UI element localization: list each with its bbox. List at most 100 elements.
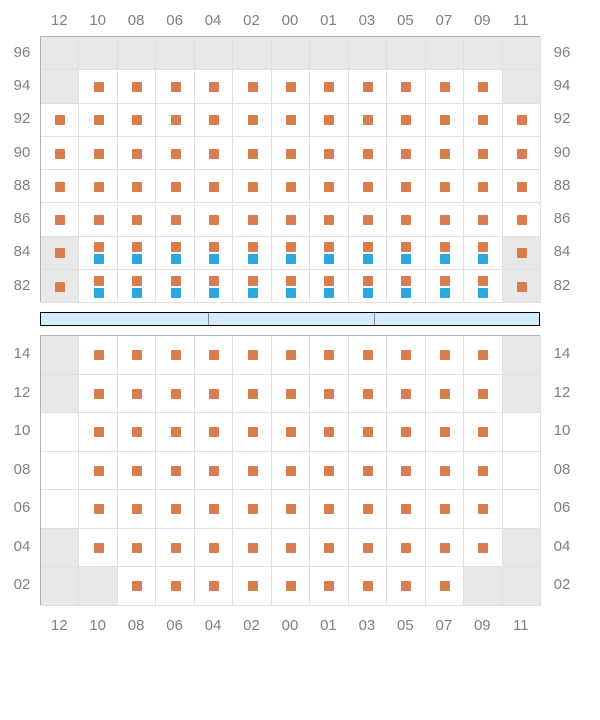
seat-marker[interactable] [324, 389, 334, 399]
seat-marker[interactable] [94, 182, 104, 192]
grid-cell[interactable] [503, 413, 541, 452]
seat-marker[interactable] [55, 248, 65, 258]
seat-marker[interactable] [440, 182, 450, 192]
seat-marker[interactable] [324, 427, 334, 437]
seat-marker[interactable] [94, 149, 104, 159]
seat-marker[interactable] [171, 504, 181, 514]
seat-marker[interactable] [171, 350, 181, 360]
seat-marker[interactable] [209, 215, 219, 225]
seat-marker[interactable] [440, 427, 450, 437]
seat-marker[interactable] [517, 282, 527, 292]
seat-marker[interactable] [248, 427, 258, 437]
seat-marker[interactable] [440, 466, 450, 476]
seat-marker[interactable] [478, 254, 488, 264]
seat-marker[interactable] [363, 115, 373, 125]
seat-marker[interactable] [478, 543, 488, 553]
seat-marker[interactable] [209, 389, 219, 399]
seat-marker[interactable] [248, 288, 258, 298]
seat-marker[interactable] [401, 115, 411, 125]
seat-marker[interactable] [363, 82, 373, 92]
seat-marker[interactable] [363, 215, 373, 225]
seat-marker[interactable] [363, 504, 373, 514]
seat-marker[interactable] [132, 350, 142, 360]
seat-marker[interactable] [171, 182, 181, 192]
seat-marker[interactable] [286, 389, 296, 399]
seat-marker[interactable] [478, 82, 488, 92]
seat-marker[interactable] [209, 149, 219, 159]
seat-marker[interactable] [209, 543, 219, 553]
seat-marker[interactable] [171, 115, 181, 125]
seat-marker[interactable] [324, 543, 334, 553]
seat-marker[interactable] [132, 288, 142, 298]
seat-marker[interactable] [286, 466, 296, 476]
seat-marker[interactable] [324, 254, 334, 264]
seat-marker[interactable] [209, 427, 219, 437]
seat-marker[interactable] [363, 149, 373, 159]
seat-marker[interactable] [209, 504, 219, 514]
seat-marker[interactable] [440, 242, 450, 252]
seat-marker[interactable] [248, 215, 258, 225]
seat-marker[interactable] [171, 242, 181, 252]
seat-marker[interactable] [440, 389, 450, 399]
seat-marker[interactable] [440, 543, 450, 553]
seat-marker[interactable] [401, 581, 411, 591]
seat-marker[interactable] [209, 254, 219, 264]
seat-marker[interactable] [440, 149, 450, 159]
seat-marker[interactable] [286, 149, 296, 159]
seat-marker[interactable] [55, 182, 65, 192]
seat-marker[interactable] [517, 248, 527, 258]
seat-marker[interactable] [440, 288, 450, 298]
seat-marker[interactable] [209, 350, 219, 360]
seat-marker[interactable] [363, 389, 373, 399]
seat-marker[interactable] [132, 389, 142, 399]
seat-marker[interactable] [478, 389, 488, 399]
seat-marker[interactable] [363, 466, 373, 476]
seat-marker[interactable] [55, 115, 65, 125]
seat-marker[interactable] [209, 288, 219, 298]
grid-cell[interactable] [41, 452, 79, 491]
seat-marker[interactable] [132, 215, 142, 225]
seat-marker[interactable] [248, 543, 258, 553]
seat-marker[interactable] [401, 466, 411, 476]
seat-marker[interactable] [209, 581, 219, 591]
seat-marker[interactable] [401, 427, 411, 437]
seat-marker[interactable] [248, 242, 258, 252]
seat-marker[interactable] [209, 82, 219, 92]
seat-marker[interactable] [478, 427, 488, 437]
seat-marker[interactable] [401, 149, 411, 159]
seat-marker[interactable] [55, 215, 65, 225]
seat-marker[interactable] [132, 115, 142, 125]
seat-marker[interactable] [132, 581, 142, 591]
seat-marker[interactable] [478, 242, 488, 252]
seat-marker[interactable] [209, 276, 219, 286]
seat-marker[interactable] [286, 504, 296, 514]
seat-marker[interactable] [286, 276, 296, 286]
seat-marker[interactable] [440, 350, 450, 360]
seat-marker[interactable] [94, 288, 104, 298]
seat-marker[interactable] [286, 581, 296, 591]
seat-marker[interactable] [248, 581, 258, 591]
seat-marker[interactable] [478, 115, 488, 125]
grid-cell[interactable] [41, 490, 79, 529]
seat-marker[interactable] [401, 242, 411, 252]
seat-marker[interactable] [440, 276, 450, 286]
seat-marker[interactable] [517, 149, 527, 159]
seat-marker[interactable] [324, 182, 334, 192]
seat-marker[interactable] [401, 543, 411, 553]
seat-marker[interactable] [94, 350, 104, 360]
seat-marker[interactable] [324, 242, 334, 252]
seat-marker[interactable] [94, 82, 104, 92]
seat-marker[interactable] [324, 115, 334, 125]
seat-marker[interactable] [478, 149, 488, 159]
seat-marker[interactable] [363, 427, 373, 437]
seat-marker[interactable] [94, 115, 104, 125]
seat-marker[interactable] [286, 115, 296, 125]
seat-marker[interactable] [517, 182, 527, 192]
seat-marker[interactable] [478, 215, 488, 225]
seat-marker[interactable] [286, 215, 296, 225]
seat-marker[interactable] [132, 466, 142, 476]
seat-marker[interactable] [478, 276, 488, 286]
seat-marker[interactable] [363, 581, 373, 591]
seat-marker[interactable] [286, 427, 296, 437]
grid-cell[interactable] [503, 490, 541, 529]
